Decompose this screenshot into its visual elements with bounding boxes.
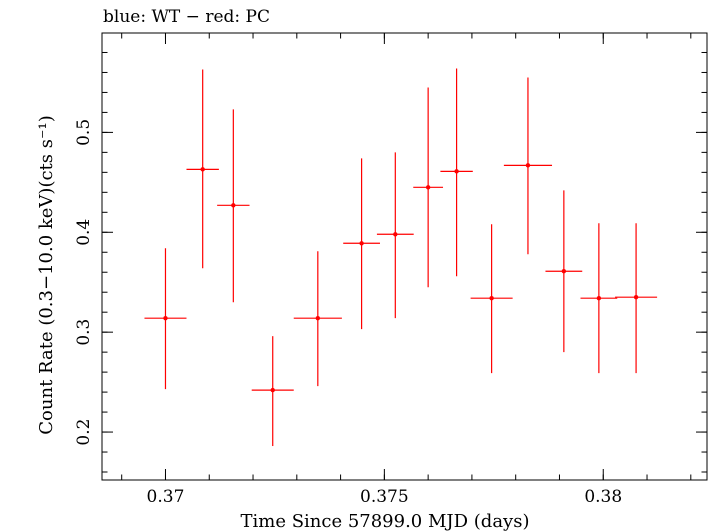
- data-point: [413, 87, 444, 288]
- data-point: [343, 158, 380, 330]
- data-point: [503, 77, 553, 255]
- x-axis-label: Time Since 57899.0 MJD (days): [240, 511, 529, 532]
- data-point: [144, 248, 187, 390]
- data-point: [251, 336, 294, 447]
- point-marker: [633, 295, 639, 300]
- point-marker: [270, 387, 275, 393]
- data-point: [580, 223, 618, 374]
- point-marker: [425, 185, 431, 190]
- y-axis-label: Count Rate (0.3−10.0 keV)(cts s⁻¹): [36, 115, 57, 434]
- x-tick-label: 0.37: [147, 487, 185, 507]
- y-tick-label: 0.2: [74, 419, 94, 446]
- point-marker: [525, 163, 531, 168]
- data-point: [186, 69, 219, 269]
- y-tick-label: 0.3: [74, 319, 94, 346]
- y-tick-label: 0.4: [74, 219, 94, 246]
- point-marker: [596, 296, 602, 301]
- data-point: [293, 251, 342, 387]
- point-marker: [231, 203, 236, 208]
- point-marker: [163, 315, 168, 321]
- data-point: [440, 68, 473, 277]
- point-marker: [393, 232, 398, 237]
- axis-ticks: [102, 33, 707, 480]
- data-point: [470, 224, 513, 374]
- point-marker: [454, 169, 459, 174]
- data-points: [144, 68, 658, 447]
- point-marker: [489, 296, 494, 301]
- data-point: [376, 152, 414, 319]
- x-tick-label: 0.38: [584, 487, 622, 507]
- chart-title: blue: WT − red: PC: [103, 7, 270, 27]
- x-tick-label: 0.375: [360, 487, 409, 507]
- y-tick-label: 0.5: [74, 119, 94, 146]
- point-marker: [200, 167, 205, 172]
- point-marker: [561, 269, 567, 274]
- data-point: [545, 190, 583, 353]
- data-point: [217, 109, 250, 303]
- plot-frame: [101, 32, 708, 481]
- point-marker: [359, 241, 364, 246]
- axis-tick-labels: 0.37 0.375 0.38 0.2 0.3 0.4 0.5: [74, 119, 622, 507]
- data-point: [615, 223, 658, 374]
- point-marker: [315, 315, 321, 321]
